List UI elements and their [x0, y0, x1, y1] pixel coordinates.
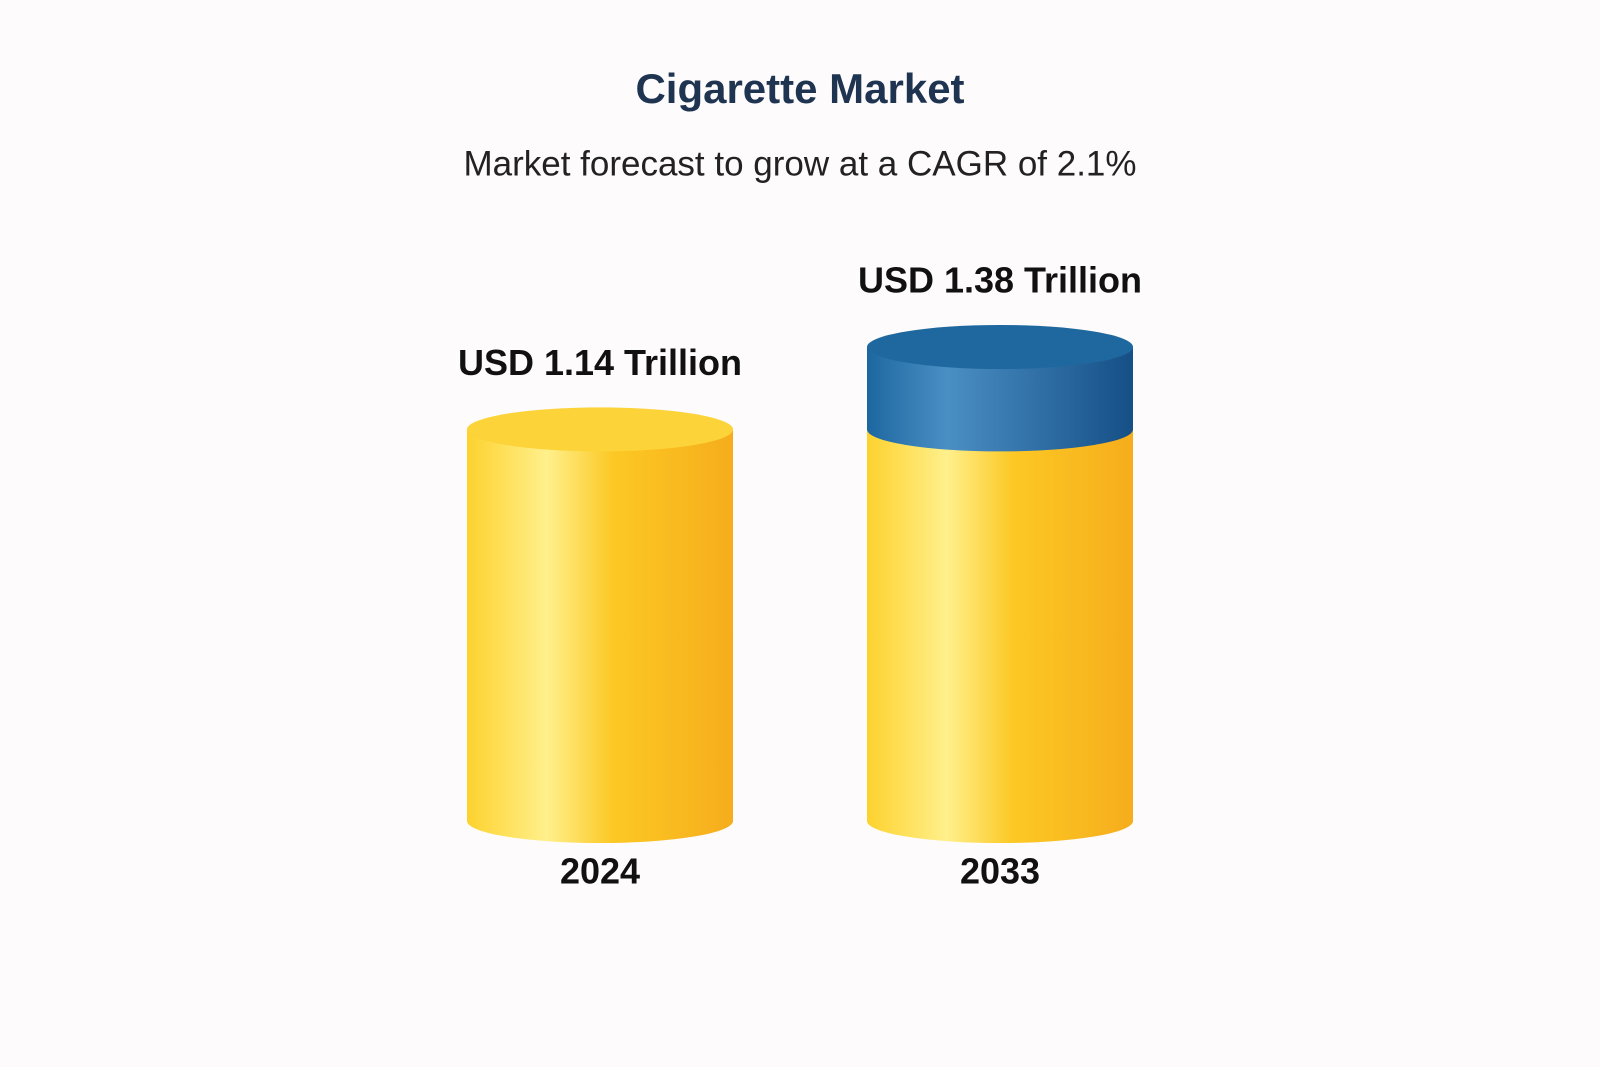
value-label: USD 1.14 Trillion — [458, 342, 742, 383]
bar-base — [867, 429, 1133, 843]
x-tick-label: 2033 — [960, 851, 1040, 892]
chart-title: Cigarette Market — [635, 65, 964, 112]
chart-subtitle: Market forecast to grow at a CAGR of 2.1… — [463, 144, 1136, 183]
bar-top — [467, 407, 733, 452]
bar-growth — [867, 347, 1133, 452]
x-tick-label: 2024 — [560, 851, 640, 892]
bar-top — [867, 325, 1133, 369]
bar — [467, 429, 733, 843]
value-label: USD 1.38 Trillion — [858, 260, 1142, 301]
